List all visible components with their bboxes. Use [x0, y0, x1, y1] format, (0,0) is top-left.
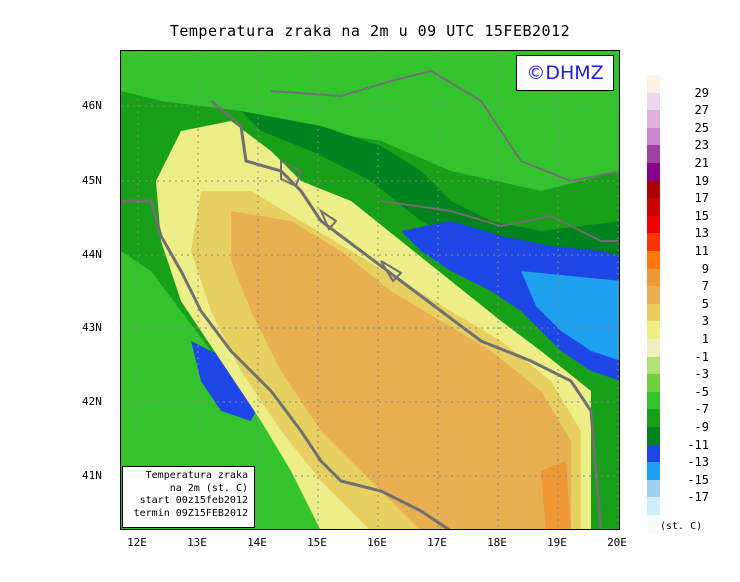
legend-swatch — [647, 110, 660, 129]
legend-swatch — [647, 339, 660, 357]
legend-label: 23 — [694, 138, 709, 153]
legend-swatch — [647, 75, 660, 93]
legend-swatch — [647, 286, 660, 305]
legend-swatch — [647, 444, 660, 463]
legend-swatch — [647, 198, 660, 217]
northern-zone — [121, 51, 619, 191]
islands — [280, 159, 403, 283]
legend-label: -13 — [687, 455, 709, 470]
legend-swatch — [647, 409, 660, 428]
legend-label: 3 — [701, 314, 709, 329]
legend-label: -7 — [694, 402, 709, 417]
legend-label: 21 — [694, 156, 709, 170]
legend-label: 5 — [701, 296, 709, 311]
lon-label-12e: 12E — [127, 536, 147, 549]
legend-label: -5 — [694, 384, 709, 399]
lon-label-15e: 15E — [307, 536, 327, 549]
map-title: Temperatura zraka na 2m u 09 UTC 15FEB20… — [169, 22, 571, 40]
lon-label-20e: 20E — [607, 536, 627, 549]
adriatic-warmest — [231, 211, 571, 529]
map-svg — [121, 51, 619, 529]
legend-label: 29 — [694, 85, 709, 100]
info-line-2: na 2m (st. C) — [169, 482, 248, 494]
border-north — [270, 69, 619, 183]
lon-label-19e: 19E — [547, 536, 567, 549]
legend-swatch — [647, 163, 660, 181]
lat-label-43n: 43N — [82, 321, 102, 334]
apennine-cold — [191, 341, 261, 421]
west-coastline — [121, 199, 451, 529]
legend-swatch — [647, 251, 660, 269]
lat-label-44n: 44N — [82, 248, 102, 261]
legend-swatch — [647, 180, 660, 199]
legend-swatch — [647, 374, 660, 393]
legend-label: -17 — [687, 490, 709, 505]
east-coastline — [210, 99, 603, 529]
legend-units: (st. C) — [660, 521, 703, 532]
legend-swatch — [647, 215, 660, 234]
legend-swatch — [647, 427, 660, 445]
lat-label-45n: 45N — [82, 174, 102, 187]
lon-label-16e: 16E — [367, 536, 387, 549]
legend-label: -9 — [694, 420, 709, 434]
legend-label: 17 — [694, 191, 709, 206]
legend-swatch — [647, 233, 660, 252]
dinaric-cold-band — [241, 111, 619, 271]
border-sava — [380, 200, 619, 242]
graticule — [121, 51, 619, 529]
southern-hotspot — [541, 461, 571, 529]
legend-label: 27 — [694, 103, 709, 118]
legend-label: 15 — [694, 208, 709, 223]
legend-label: 13 — [694, 226, 709, 241]
legend-label: 19 — [694, 173, 709, 188]
legend-label: 25 — [694, 120, 709, 135]
lon-label-13e: 13E — [187, 536, 207, 549]
legend-label: 11 — [694, 244, 709, 258]
legend-swatch — [647, 356, 660, 375]
legend-swatch — [647, 462, 660, 481]
dhmz-logo: ©DHMZ — [516, 55, 614, 91]
legend-label: 9 — [701, 261, 709, 276]
legend-swatch — [647, 479, 660, 498]
info-box: Temperatura zraka na 2m (st. C) start 00… — [122, 466, 255, 528]
legend-swatch — [647, 268, 660, 287]
lon-label-18e: 18E — [487, 536, 507, 549]
info-line-3: start 00z15feb2012 — [139, 495, 248, 506]
legend-swatch — [647, 303, 660, 322]
info-line-4: termin 09Z15FEB2012 — [133, 507, 248, 519]
temperature-map[interactable] — [120, 50, 620, 530]
legend-swatch — [647, 321, 660, 340]
legend-label: 7 — [701, 279, 709, 294]
interior-cold-zone — [401, 221, 619, 381]
legend-swatch — [647, 391, 660, 410]
info-line-1: Temperatura zraka — [145, 470, 248, 481]
lon-label-14e: 14E — [247, 536, 267, 549]
legend-label: -1 — [694, 349, 709, 364]
lat-label-41n: 41N — [82, 469, 102, 482]
legend-swatch — [647, 145, 660, 164]
legend-label: -15 — [687, 472, 709, 487]
legend-swatch — [647, 92, 660, 111]
legend-label: 1 — [701, 332, 709, 346]
legend-label: -3 — [694, 367, 709, 382]
legend-swatch — [647, 127, 660, 146]
lon-label-17e: 17E — [427, 536, 447, 549]
coldest-zone — [521, 271, 619, 361]
lat-label-46n: 46N — [82, 99, 102, 112]
legend-swatch — [647, 515, 660, 533]
legend-label: -11 — [687, 437, 709, 452]
lat-label-42n: 42N — [82, 395, 102, 408]
legend-swatch — [647, 497, 660, 516]
